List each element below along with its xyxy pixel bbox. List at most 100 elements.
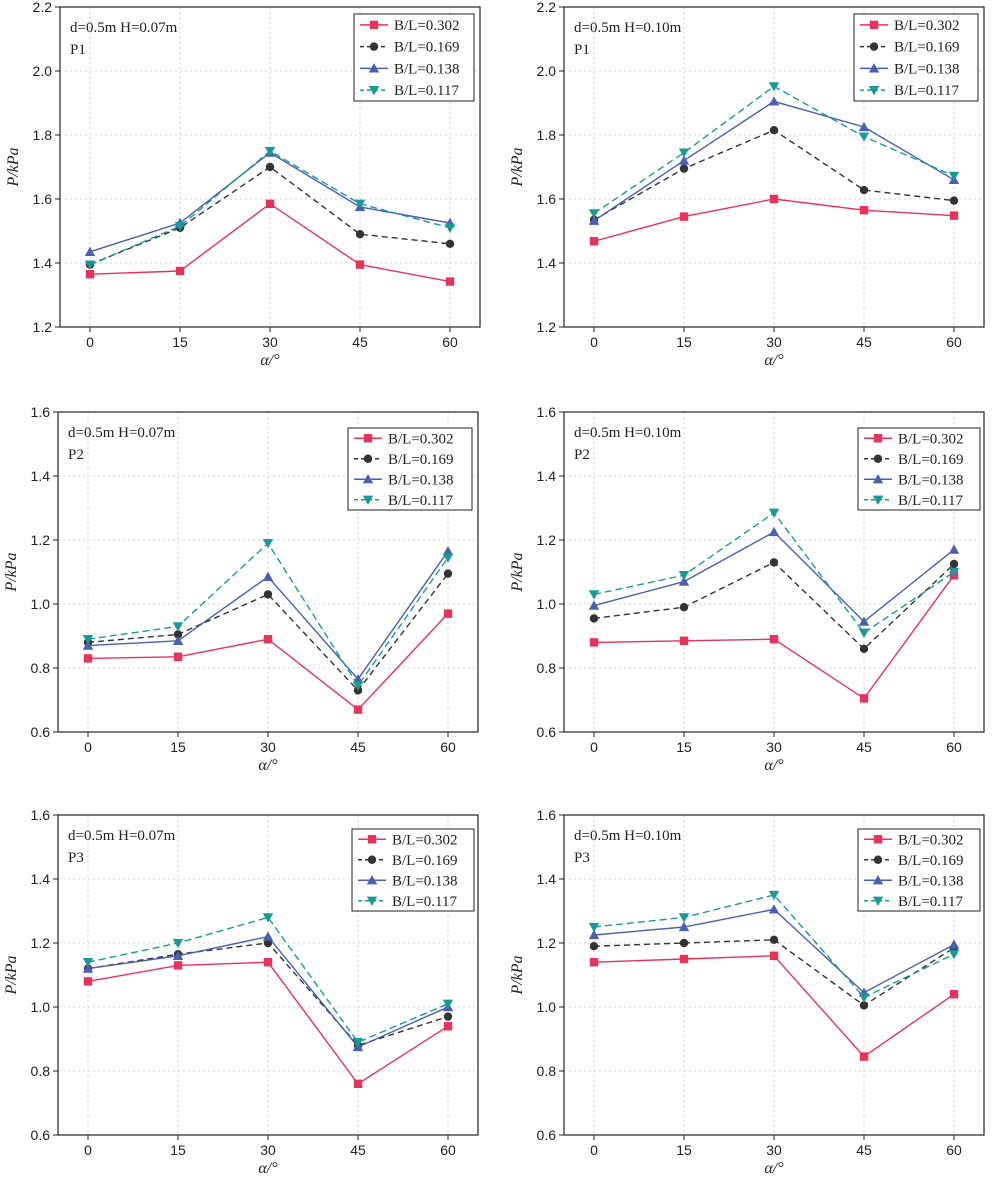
data-point xyxy=(442,546,454,556)
x-tick-label: 30 xyxy=(766,1142,782,1158)
data-point xyxy=(588,209,600,219)
data-point xyxy=(679,164,689,173)
x-tick-label: 45 xyxy=(350,1142,366,1158)
chart-panel-6: 0 15 30 45 60 0.6 0.8 1.0 1.2 1.4 1.6 α/° P/kPa d=0.5… xyxy=(509,807,985,1177)
x-tick-label: 45 xyxy=(856,739,872,755)
x-tick-label: 60 xyxy=(946,334,962,350)
legend-marker xyxy=(366,875,378,885)
y-tick-label: 2.0 xyxy=(33,63,53,79)
panel-annotation-position: P3 xyxy=(68,850,84,866)
data-point xyxy=(443,1022,453,1031)
data-point xyxy=(355,230,365,239)
data-point xyxy=(949,990,959,999)
data-point xyxy=(173,652,183,661)
data-point xyxy=(262,539,274,549)
legend-entry-label: B/L=0.302 xyxy=(898,431,964,447)
data-point xyxy=(85,270,95,279)
x-tick-label: 15 xyxy=(676,1142,692,1158)
legend-entry-label: B/L=0.302 xyxy=(894,18,960,34)
legend-entry-label: B/L=0.117 xyxy=(898,493,963,509)
panel-annotation-params: d=0.5m H=0.10m xyxy=(574,20,682,36)
data-point xyxy=(948,544,960,554)
data-point xyxy=(678,155,690,165)
data-point xyxy=(859,1001,869,1010)
y-tick-label: 2.2 xyxy=(33,0,53,15)
data-point xyxy=(172,635,184,645)
data-point xyxy=(353,1079,363,1088)
data-point xyxy=(858,132,870,142)
legend: B/L=0.302 B/L=0.169 B/L=0.138 B/L=0.117 xyxy=(857,427,981,511)
data-point xyxy=(949,559,959,569)
data-point xyxy=(859,694,869,703)
x-tick-label: 15 xyxy=(676,739,692,755)
y-axis-title: P/kPa xyxy=(509,147,526,187)
legend-marker xyxy=(369,20,379,30)
y-tick-label: 1.4 xyxy=(31,871,51,887)
series-line-4 xyxy=(593,894,955,999)
x-tick-label: 15 xyxy=(676,334,692,350)
panel-annotation-params: d=0.5m H=0.10m xyxy=(574,425,682,441)
legend-marker xyxy=(362,495,374,505)
panel-annotation-params: d=0.5m H=0.07m xyxy=(70,20,178,36)
legend-marker xyxy=(366,896,378,906)
y-tick-label: 1.4 xyxy=(537,255,557,271)
data-point xyxy=(678,921,690,932)
y-axis-title: P/kPa xyxy=(509,955,526,995)
y-tick-label: 1.6 xyxy=(33,191,53,207)
data-point xyxy=(174,222,186,232)
x-axis-title: α/° xyxy=(764,352,784,369)
x-tick-label: 15 xyxy=(170,739,186,755)
y-tick-label: 1.4 xyxy=(537,871,557,887)
legend: B/L=0.302 B/L=0.169 B/L=0.138 B/L=0.117 xyxy=(347,427,473,511)
data-point xyxy=(263,635,273,644)
data-point xyxy=(768,508,780,518)
legend-entry-label: B/L=0.138 xyxy=(394,61,460,77)
y-tick-label: 1.6 xyxy=(537,807,557,823)
legend-entry-label: B/L=0.117 xyxy=(894,83,959,99)
legend-entry-label: B/L=0.169 xyxy=(898,452,964,468)
data-point xyxy=(355,260,365,269)
y-tick-label: 1.2 xyxy=(33,319,53,335)
legend-entry-label: B/L=0.117 xyxy=(388,493,453,509)
panel-annotation-params: d=0.5m H=0.07m xyxy=(68,828,176,844)
data-point xyxy=(173,961,183,970)
data-point xyxy=(768,82,780,92)
data-point xyxy=(948,171,960,182)
legend-marker xyxy=(369,42,379,51)
legend: B/L=0.302 B/L=0.169 B/L=0.138 B/L=0.117 xyxy=(353,13,475,102)
legend-entry-label: B/L=0.169 xyxy=(894,40,960,56)
legend-marker xyxy=(368,63,380,73)
x-tick-label: 15 xyxy=(170,1142,186,1158)
legend-entry-label: B/L=0.138 xyxy=(898,472,964,488)
y-tick-label: 0.6 xyxy=(31,724,51,740)
data-point xyxy=(769,935,779,944)
data-point xyxy=(679,603,689,612)
x-tick-label: 45 xyxy=(856,334,872,350)
y-tick-label: 1.4 xyxy=(33,255,53,271)
x-tick-label: 0 xyxy=(590,739,598,755)
y-tick-label: 1.2 xyxy=(537,935,557,951)
data-point xyxy=(678,576,690,586)
data-point xyxy=(768,904,780,914)
y-tick-label: 0.6 xyxy=(537,724,557,740)
legend-marker xyxy=(873,855,883,864)
y-tick-label: 1.2 xyxy=(537,319,557,335)
data-point xyxy=(82,640,94,650)
y-axis-title: P/kPa xyxy=(3,552,20,592)
data-point xyxy=(588,929,600,940)
y-tick-label: 1.6 xyxy=(31,807,51,823)
data-point xyxy=(859,206,869,215)
data-point xyxy=(175,266,185,276)
legend-entry-label: B/L=0.117 xyxy=(392,894,457,910)
x-axis-title: α/° xyxy=(258,1160,278,1177)
data-point xyxy=(589,958,599,967)
data-point xyxy=(172,622,184,632)
data-point xyxy=(262,913,274,923)
data-point xyxy=(264,146,276,157)
y-tick-label: 0.6 xyxy=(31,1127,51,1143)
series-line-2 xyxy=(87,573,449,692)
panel-annotation-position: P2 xyxy=(68,447,84,463)
data-point xyxy=(83,977,93,986)
data-point xyxy=(858,616,870,626)
y-tick-label: 1.4 xyxy=(537,468,557,484)
